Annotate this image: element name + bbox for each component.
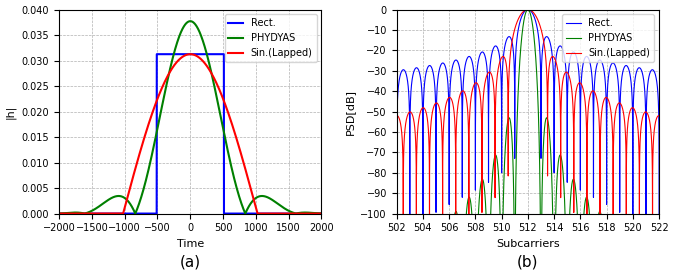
PHYDYAS — [528, 21, 537, 25]
Line: Rect.: Rect. — [59, 54, 321, 214]
Rect. — [407, 90, 415, 93]
PHYDYAS — [80, 212, 88, 215]
Rect. — [216, 53, 224, 56]
Sin.(Lapped) — [590, 90, 598, 93]
Rect. — [524, 8, 532, 11]
Rect. — [590, 105, 598, 108]
Rect. — [76, 212, 84, 215]
Title: (a): (a) — [180, 254, 201, 269]
Sin.(Lapped) — [186, 53, 194, 56]
Sin.(Lapped) — [280, 212, 288, 215]
Rect. — [152, 53, 160, 56]
Rect. — [513, 37, 521, 40]
Sin.(Lapped) — [513, 21, 521, 24]
Rect. — [470, 79, 479, 82]
PHYDYAS — [559, 180, 568, 183]
Line: PHYDYAS: PHYDYAS — [59, 21, 321, 214]
Rect. — [317, 212, 326, 215]
Sin.(Lapped) — [655, 114, 663, 117]
PHYDYAS — [524, 8, 532, 11]
Rect. — [528, 11, 537, 15]
Rect. — [559, 51, 568, 54]
Y-axis label: PSD[dB]: PSD[dB] — [345, 89, 355, 135]
PHYDYAS — [216, 112, 224, 115]
Line: Sin.(Lapped): Sin.(Lapped) — [59, 54, 321, 214]
PHYDYAS — [232, 183, 240, 186]
Sin.(Lapped) — [559, 75, 568, 78]
Rect. — [80, 212, 88, 215]
PHYDYAS — [175, 36, 183, 39]
Title: (b): (b) — [517, 254, 539, 269]
Sin.(Lapped) — [528, 10, 537, 13]
Line: Sin.(Lapped): Sin.(Lapped) — [397, 9, 659, 278]
PHYDYAS — [186, 19, 194, 23]
Sin.(Lapped) — [470, 83, 479, 86]
PHYDYAS — [317, 212, 326, 215]
Sin.(Lapped) — [175, 58, 183, 61]
Sin.(Lapped) — [232, 135, 240, 138]
Sin.(Lapped) — [524, 8, 532, 11]
Sin.(Lapped) — [393, 114, 401, 117]
Sin.(Lapped) — [216, 90, 224, 93]
Line: PHYDYAS: PHYDYAS — [397, 9, 659, 278]
PHYDYAS — [513, 124, 521, 128]
X-axis label: Time: Time — [177, 239, 204, 249]
Sin.(Lapped) — [55, 212, 63, 215]
Sin.(Lapped) — [80, 212, 88, 215]
Y-axis label: |h|: |h| — [5, 104, 16, 119]
Rect. — [232, 212, 240, 215]
Rect. — [175, 53, 183, 56]
Rect. — [280, 212, 288, 215]
PHYDYAS — [76, 211, 84, 214]
Line: Rect.: Rect. — [397, 9, 659, 278]
PHYDYAS — [280, 206, 288, 210]
PHYDYAS — [80, 212, 88, 215]
Legend: Rect., PHYDYAS, Sin.(Lapped): Rect., PHYDYAS, Sin.(Lapped) — [224, 14, 317, 62]
Sin.(Lapped) — [407, 111, 415, 114]
X-axis label: Subcarriers: Subcarriers — [496, 239, 559, 249]
Sin.(Lapped) — [317, 212, 326, 215]
Rect. — [55, 212, 63, 215]
Legend: Rect., PHYDYAS, Sin.(Lapped): Rect., PHYDYAS, Sin.(Lapped) — [562, 14, 654, 62]
PHYDYAS — [55, 212, 63, 215]
Sin.(Lapped) — [76, 212, 84, 215]
